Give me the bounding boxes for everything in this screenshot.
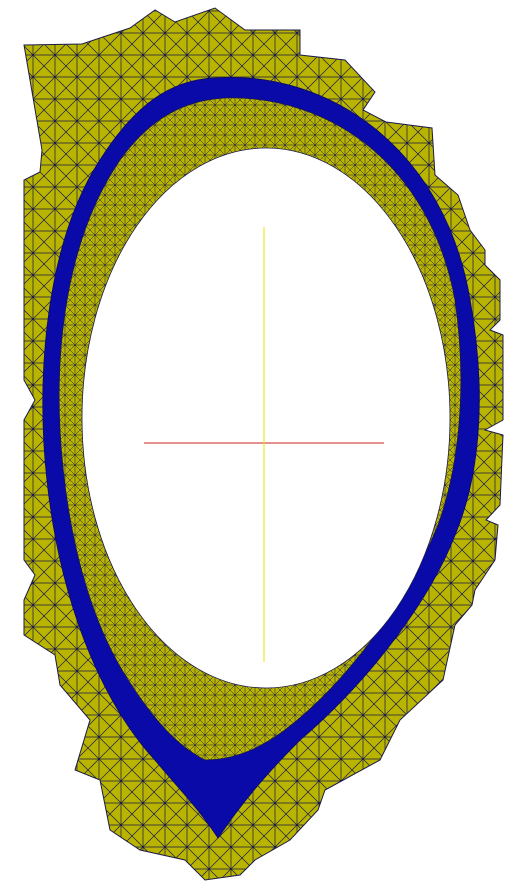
core-void — [81, 147, 451, 689]
